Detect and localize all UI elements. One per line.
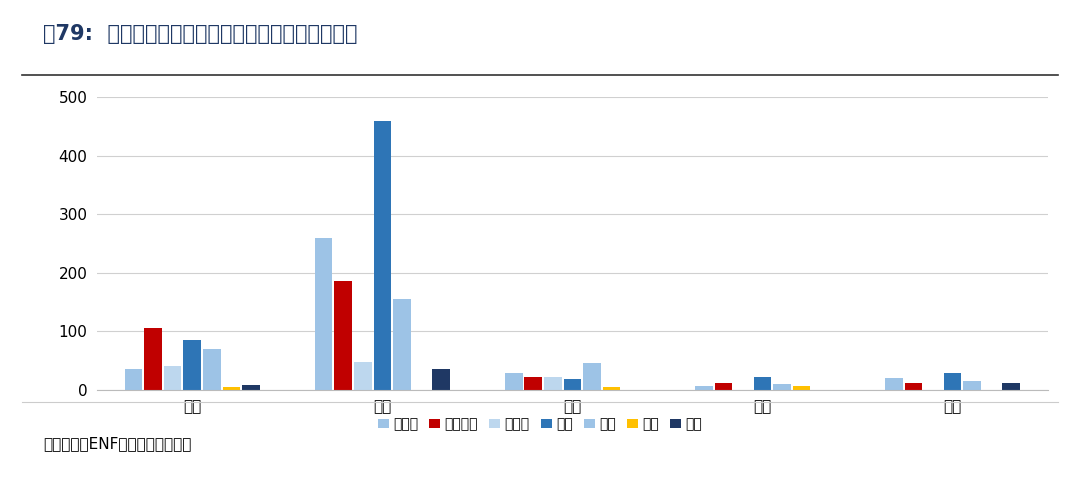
Bar bbox=[164, 366, 181, 390]
Bar bbox=[393, 299, 410, 390]
Bar bbox=[886, 378, 903, 390]
Bar bbox=[125, 369, 143, 390]
Bar bbox=[905, 383, 922, 390]
Bar bbox=[696, 386, 713, 390]
Bar bbox=[354, 361, 372, 390]
Bar bbox=[603, 387, 620, 390]
Bar bbox=[1002, 383, 1020, 390]
Bar bbox=[505, 373, 523, 390]
Bar bbox=[374, 121, 391, 390]
Bar bbox=[432, 369, 449, 390]
Bar bbox=[544, 377, 562, 390]
Bar bbox=[793, 386, 810, 390]
Bar bbox=[203, 349, 220, 390]
Bar bbox=[773, 384, 791, 390]
Bar bbox=[963, 381, 981, 390]
Bar bbox=[525, 377, 542, 390]
Bar bbox=[145, 328, 162, 390]
Bar bbox=[222, 387, 240, 390]
Bar bbox=[583, 363, 600, 390]
Bar bbox=[564, 379, 581, 390]
Legend: 比亚迪, 阳光电源, 特斯拉, 华为, 锦浪, 上能, 德业: 比亚迪, 阳光电源, 特斯拉, 华为, 锦浪, 上能, 德业 bbox=[378, 417, 702, 431]
Text: 图79:  阳光电源与同业经销商数量对比（单位：家）: 图79: 阳光电源与同业经销商数量对比（单位：家） bbox=[43, 24, 357, 44]
Text: 数据来源：ENF，东吴证券研究所: 数据来源：ENF，东吴证券研究所 bbox=[43, 436, 191, 450]
Bar bbox=[335, 281, 352, 390]
Bar bbox=[184, 340, 201, 390]
Bar bbox=[315, 238, 333, 390]
Bar bbox=[715, 383, 732, 390]
Bar bbox=[944, 373, 961, 390]
Bar bbox=[754, 377, 771, 390]
Bar bbox=[242, 385, 259, 390]
